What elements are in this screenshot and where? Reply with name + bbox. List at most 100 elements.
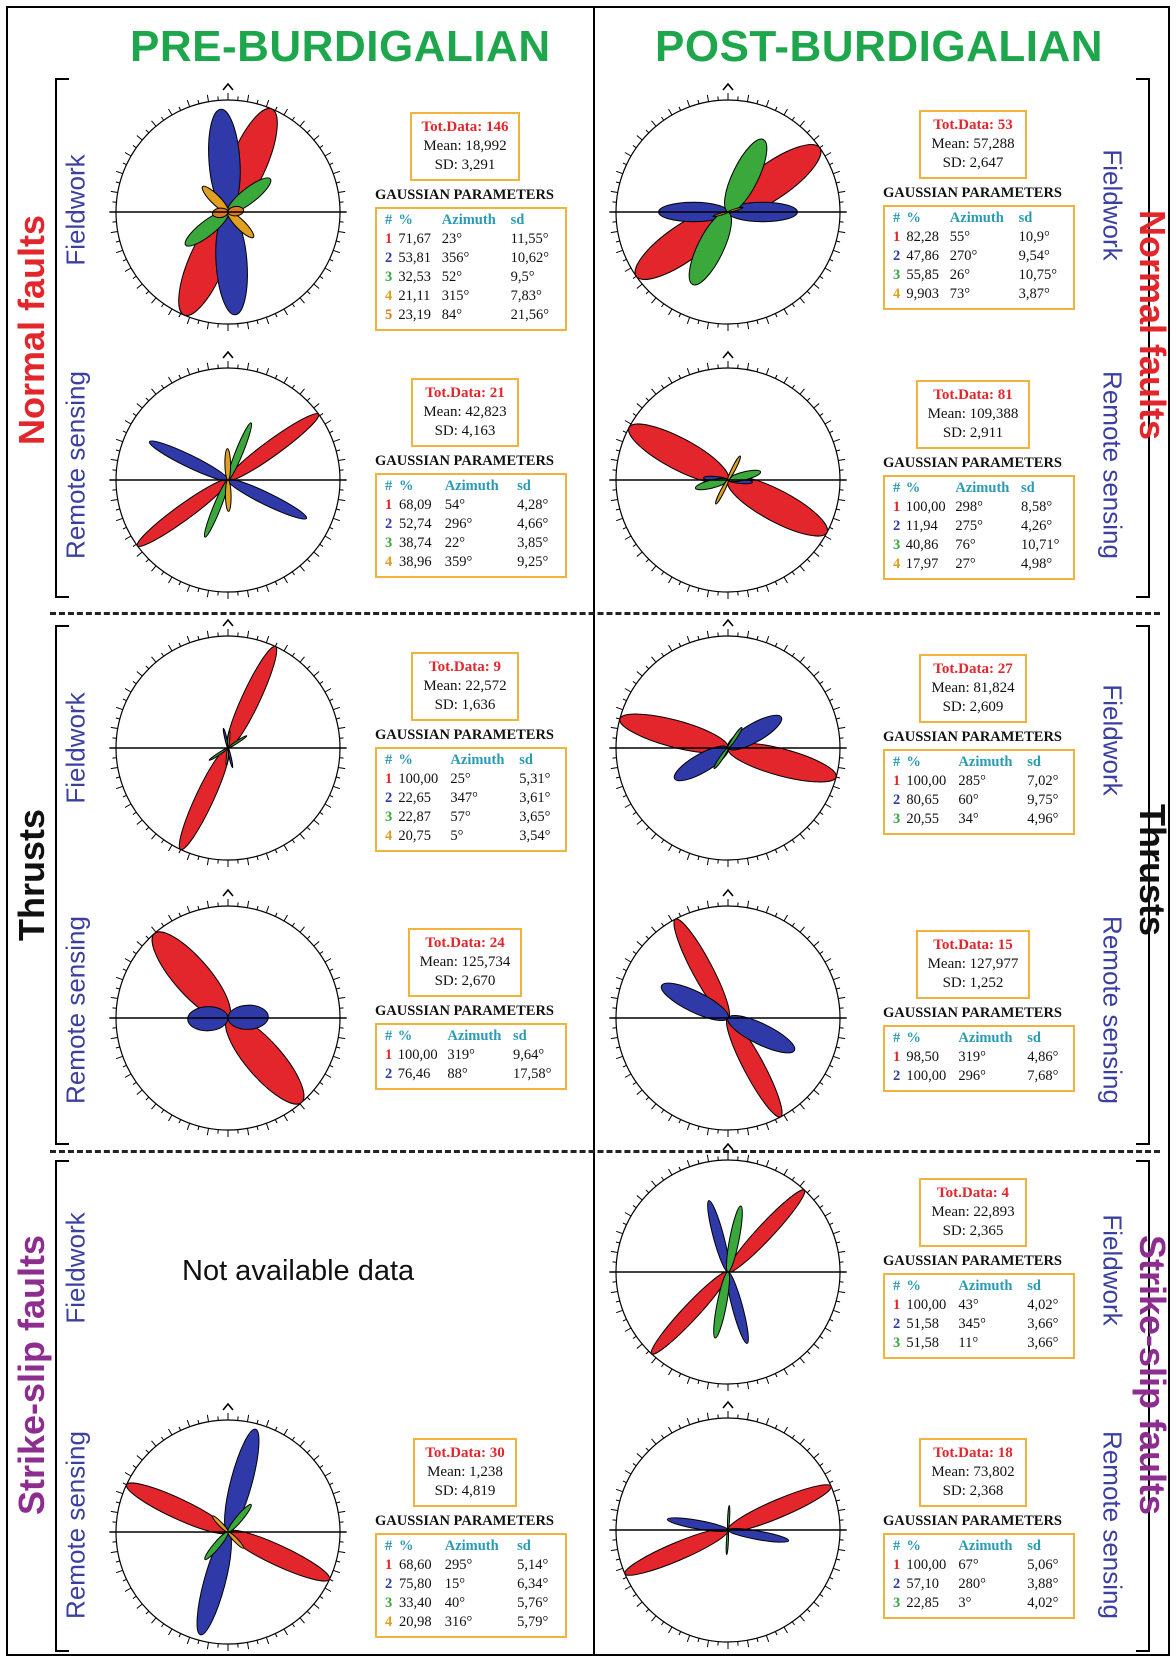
rose-tick [774, 1119, 778, 1124]
rose-petals [650, 1189, 806, 1355]
bracket-right-thrust [1136, 625, 1150, 1145]
table-header: # [385, 752, 393, 768]
rose-tick [838, 498, 846, 502]
rose-tick [636, 1453, 643, 1459]
table-cell: 20,55 [906, 811, 939, 827]
rose-ticks [609, 1153, 847, 1391]
total-data: Tot.Data: 4 [937, 1185, 1009, 1201]
rose-tick [313, 135, 320, 141]
rose-tick [136, 135, 143, 141]
table-cell: 319° [447, 1047, 475, 1063]
rose-tick [678, 849, 682, 854]
rose-ticks [109, 1413, 347, 1651]
table-cell: 1 [893, 773, 901, 789]
rose-tick [178, 581, 182, 586]
rose-tick [636, 1195, 643, 1201]
rose-petals [151, 931, 305, 1105]
rose-tick [116, 438, 123, 443]
rose-tick [110, 1510, 118, 1514]
rose-tick [824, 1470, 832, 1475]
rose-tick [161, 1436, 165, 1441]
rose-tick [622, 1576, 627, 1580]
rose-tick [819, 951, 824, 955]
rose-tick [686, 317, 691, 324]
rose-tick [132, 1465, 137, 1469]
table-row: 3 32,53 52° 9,5° [383, 268, 559, 287]
table-cell: 9,5° [510, 269, 535, 285]
bracket-right-normal [1136, 78, 1150, 598]
rose-ticks [109, 361, 347, 599]
north-marker [722, 618, 734, 627]
table-row: 1 98,50 319° 4,86° [891, 1048, 1067, 1067]
rose-tick [256, 99, 259, 104]
rose-tick [306, 558, 311, 563]
table-header: sd [512, 1028, 527, 1044]
rose-tick [661, 384, 665, 389]
rose-tick [829, 162, 834, 166]
rose-tick [813, 135, 820, 141]
table-header: Azimuth [447, 1028, 502, 1044]
table-cell: 57° [450, 809, 471, 825]
rose-tick [338, 1036, 346, 1040]
rose-tick [319, 413, 324, 417]
rose-tick [791, 303, 795, 308]
total-data: Tot.Data: 53 [933, 117, 1013, 133]
stats-box: Tot.Data: 18 Mean: 73,802 SD: 2,368 [919, 1438, 1027, 1507]
rose-tick [246, 630, 250, 638]
table-cell: 9,903 [906, 286, 939, 302]
rose-tick [197, 1126, 200, 1131]
table-cell: 5,14° [517, 1557, 549, 1573]
table-cell: 38,96 [399, 554, 432, 570]
rose-tick [791, 116, 795, 121]
rose-tick [824, 803, 832, 808]
rose-tick [833, 706, 840, 711]
rose-tick [706, 362, 710, 370]
table-cell: 2 [893, 792, 901, 808]
rose-tick [616, 249, 623, 254]
rose-tick [274, 912, 278, 917]
rose-tick [274, 1633, 278, 1638]
table-row: 4 38,96 359° 9,25° [383, 553, 559, 572]
rose-tick [813, 671, 820, 677]
rose-tick [624, 958, 632, 963]
rose-tick [791, 571, 795, 576]
rose-tick [178, 1119, 182, 1124]
table-cell: 23° [441, 231, 463, 247]
rose-tick [632, 543, 637, 547]
table-cell: 3,87° [1018, 286, 1050, 302]
rose-tick [746, 94, 750, 102]
rose-tick [622, 1480, 627, 1484]
rose-tick [632, 951, 637, 955]
total-data: Tot.Data: 146 [421, 119, 509, 135]
rose-tick [833, 170, 840, 175]
table-cell: 3° [958, 1595, 972, 1611]
rose-tick [756, 1638, 759, 1643]
rose-tick [661, 1621, 665, 1626]
table-cell: 3,66° [1027, 1335, 1059, 1351]
panel-pre-strike-remote: Tot.Data: 30 Mean: 1,238 SD: 4,819 GAUSSIAN… [375, 1438, 567, 1638]
table-cell: 4,98° [1020, 556, 1053, 572]
rose-tick [124, 688, 132, 693]
rose-tick [324, 1587, 332, 1592]
table-row: 5 23,19 84° 21,56° [383, 306, 559, 325]
table-row: 2 100,00 296° 7,68° [891, 1067, 1067, 1086]
rose-tick [615, 1241, 620, 1244]
mean-value: Mean: 127,977 [927, 956, 1019, 972]
rose-tick [283, 376, 288, 384]
rose-tick [329, 258, 334, 262]
rose-tick [324, 1073, 332, 1078]
rose-tick [168, 914, 173, 922]
rose-tick [806, 290, 811, 295]
rose-tick [145, 935, 150, 940]
rose-tick [336, 1560, 341, 1563]
rose-tick [632, 145, 637, 149]
rose-tick [306, 826, 311, 831]
rose-tick [686, 585, 691, 592]
sd-value: SD: 2,647 [942, 155, 1004, 171]
rose-tick [333, 170, 340, 175]
rose-tick [806, 1447, 811, 1452]
source-label-pre-strike-fieldwork: Fieldwork [60, 1212, 91, 1324]
rose-tick [116, 249, 123, 254]
rose-tick [645, 129, 650, 134]
mean-value: Mean: 125,734 [419, 954, 511, 970]
